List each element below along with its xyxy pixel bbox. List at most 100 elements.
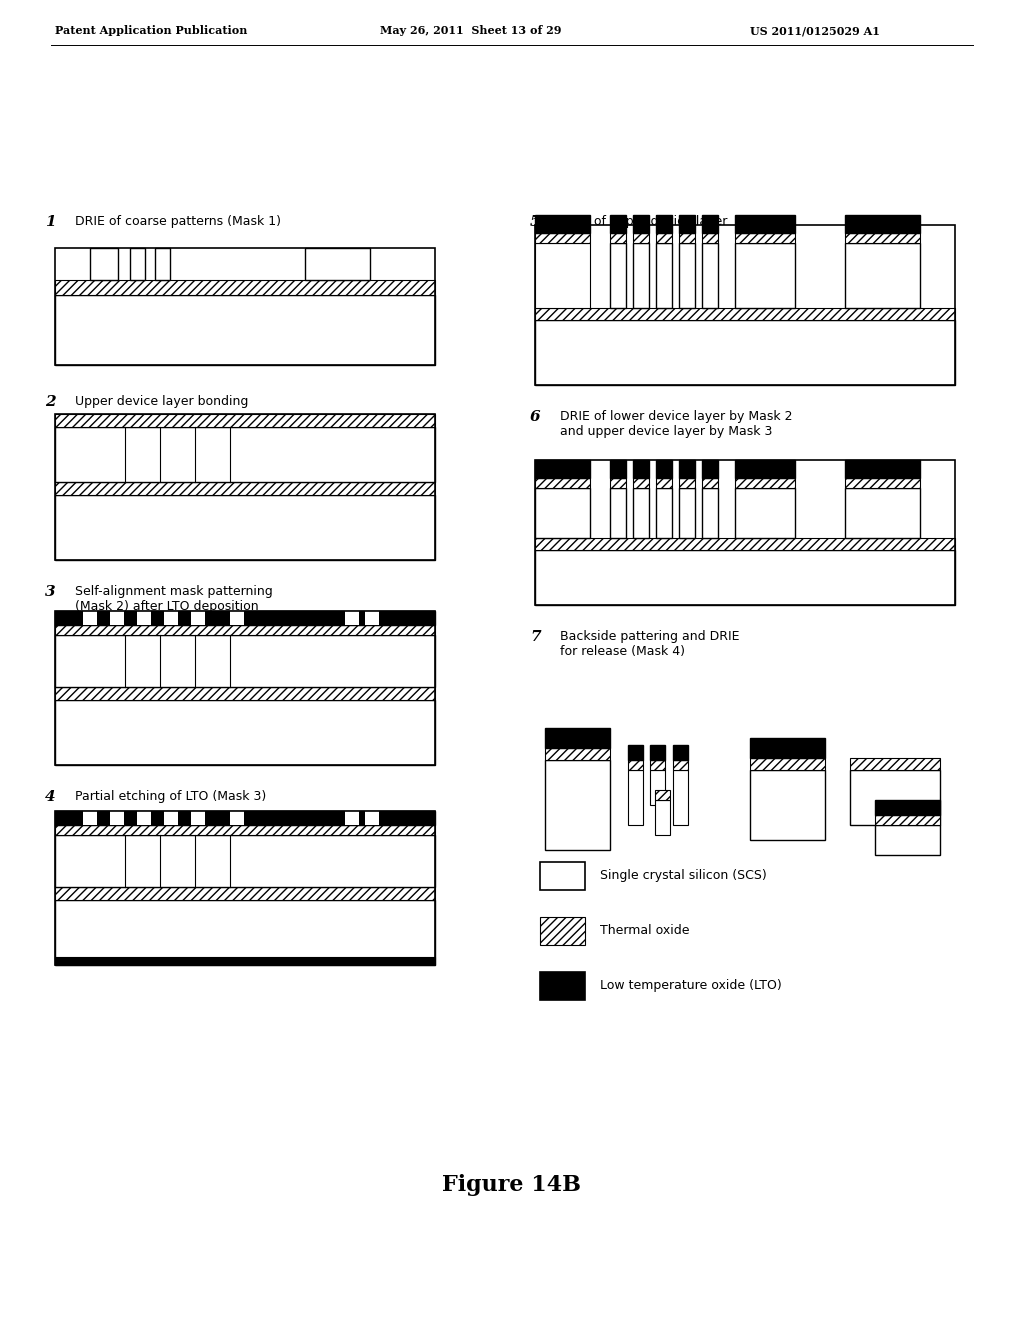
Bar xyxy=(655,800,670,836)
Bar xyxy=(90,248,118,280)
Bar xyxy=(191,611,205,624)
Bar xyxy=(735,215,795,234)
Bar xyxy=(540,972,585,1001)
Bar xyxy=(83,810,97,825)
Bar xyxy=(110,810,124,825)
Bar xyxy=(191,810,205,825)
Bar xyxy=(55,495,435,560)
Bar xyxy=(874,814,940,825)
Bar xyxy=(735,234,795,243)
Text: May 26, 2011  Sheet 13 of 29: May 26, 2011 Sheet 13 of 29 xyxy=(380,25,561,36)
Text: Low temperature oxide (LTO): Low temperature oxide (LTO) xyxy=(600,979,781,993)
Bar xyxy=(750,770,825,840)
Bar xyxy=(650,760,665,770)
Bar xyxy=(735,488,795,539)
Bar xyxy=(650,744,665,760)
Bar xyxy=(55,836,435,887)
Bar xyxy=(845,488,920,539)
Bar xyxy=(137,810,151,825)
Bar xyxy=(535,539,955,550)
Bar xyxy=(55,686,435,700)
Bar xyxy=(55,700,435,766)
Text: Partial etching of LTO (Mask 3): Partial etching of LTO (Mask 3) xyxy=(75,789,266,803)
Bar xyxy=(55,414,435,560)
Bar xyxy=(137,611,151,624)
Bar xyxy=(535,215,590,234)
Bar xyxy=(633,243,649,308)
Bar xyxy=(673,770,688,825)
Bar xyxy=(55,248,435,366)
Text: US 2011/0125029 A1: US 2011/0125029 A1 xyxy=(750,25,880,36)
Text: 2: 2 xyxy=(45,395,55,409)
Bar xyxy=(55,887,435,900)
Bar xyxy=(305,248,370,280)
Bar xyxy=(545,748,610,760)
Text: DRIE of coarse patterns (Mask 1): DRIE of coarse patterns (Mask 1) xyxy=(75,215,281,228)
Bar xyxy=(55,635,435,686)
Bar xyxy=(656,243,672,308)
Bar xyxy=(55,426,435,482)
Bar xyxy=(83,611,97,624)
Bar xyxy=(55,957,435,965)
Bar xyxy=(845,459,920,478)
Bar xyxy=(679,488,695,539)
Bar xyxy=(702,243,718,308)
Bar xyxy=(540,917,585,945)
Text: Patent Application Publication: Patent Application Publication xyxy=(55,25,248,36)
Bar xyxy=(230,611,244,624)
Bar xyxy=(110,611,124,624)
Text: Self-alignment mask patterning
(Mask 2) after LTO deposition: Self-alignment mask patterning (Mask 2) … xyxy=(75,585,272,612)
Bar xyxy=(633,478,649,488)
Bar xyxy=(845,234,920,243)
Text: 3: 3 xyxy=(45,585,55,599)
Bar xyxy=(656,459,672,478)
Bar xyxy=(845,243,920,308)
Bar xyxy=(535,488,590,539)
Text: Single crystal silicon (SCS): Single crystal silicon (SCS) xyxy=(600,870,767,883)
Bar xyxy=(55,611,435,624)
Bar xyxy=(345,810,359,825)
Bar xyxy=(535,550,955,605)
Bar xyxy=(55,482,435,495)
Bar xyxy=(845,215,920,234)
Bar xyxy=(656,478,672,488)
Text: DRIE of lower device layer by Mask 2
and upper device layer by Mask 3: DRIE of lower device layer by Mask 2 and… xyxy=(560,411,793,438)
Bar xyxy=(673,760,688,770)
Bar xyxy=(365,611,379,624)
Text: 5: 5 xyxy=(530,215,541,228)
Text: DRIE of upper device layer: DRIE of upper device layer xyxy=(560,215,727,228)
Bar xyxy=(55,810,435,965)
Bar xyxy=(750,738,825,758)
Bar xyxy=(702,459,718,478)
Bar xyxy=(610,215,626,234)
Bar xyxy=(735,478,795,488)
Bar xyxy=(850,770,940,825)
Bar xyxy=(656,215,672,234)
Bar xyxy=(656,234,672,243)
Bar xyxy=(610,234,626,243)
Bar xyxy=(535,234,590,243)
Bar xyxy=(535,459,590,478)
Bar xyxy=(679,234,695,243)
Bar xyxy=(345,611,359,624)
Bar xyxy=(702,478,718,488)
Bar xyxy=(628,770,643,825)
Bar xyxy=(535,224,955,385)
Bar xyxy=(545,729,610,748)
Bar xyxy=(735,243,795,308)
Bar xyxy=(164,611,178,624)
Text: Figure 14B: Figure 14B xyxy=(442,1173,582,1196)
Bar xyxy=(702,488,718,539)
Bar xyxy=(610,488,626,539)
Bar xyxy=(55,294,435,366)
Bar xyxy=(55,810,435,825)
Bar xyxy=(610,243,626,308)
Bar xyxy=(55,624,435,635)
Bar xyxy=(540,862,585,890)
Bar xyxy=(230,810,244,825)
Bar xyxy=(735,459,795,478)
Bar xyxy=(55,825,435,836)
Bar xyxy=(610,478,626,488)
Bar xyxy=(679,215,695,234)
Bar xyxy=(633,215,649,234)
